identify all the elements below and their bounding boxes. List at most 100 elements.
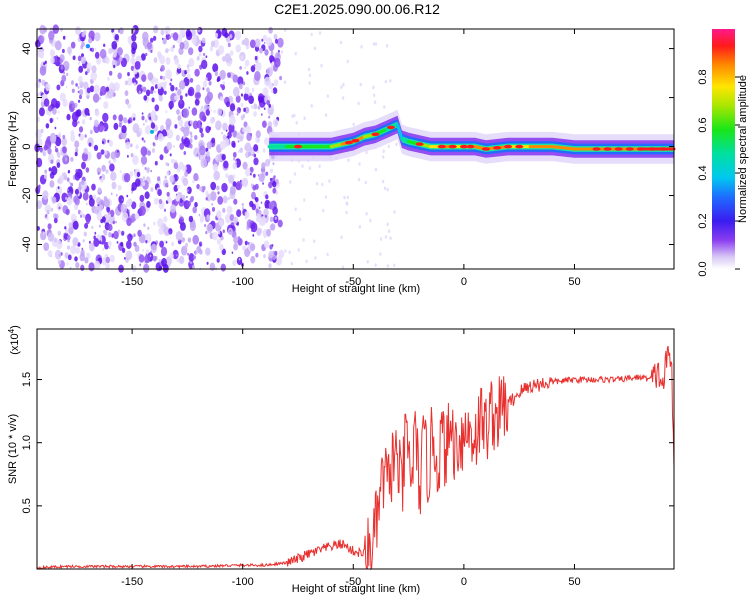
noise-speck <box>272 206 278 215</box>
noise-speck <box>237 236 241 240</box>
noise-speck <box>160 75 163 80</box>
noise-speck-faint <box>379 252 382 256</box>
noise-speck <box>270 50 274 56</box>
noise-speck <box>186 30 193 41</box>
y-tick-label: 1.5 <box>21 372 33 387</box>
noise-speck <box>75 26 82 36</box>
noise-speck-faint <box>365 212 368 216</box>
noise-speck-faint <box>328 179 331 183</box>
noise-speck <box>86 218 90 225</box>
noise-speck <box>259 216 267 227</box>
noise-speck <box>253 157 259 166</box>
noise-speck <box>182 164 187 172</box>
noise-speck <box>88 240 91 244</box>
noise-speck <box>192 234 199 245</box>
noise-speck <box>245 125 251 135</box>
noise-speck-faint <box>372 93 376 98</box>
noise-speck <box>169 175 175 183</box>
noise-speck <box>206 223 213 234</box>
noise-speck <box>48 167 52 172</box>
noise-speck <box>131 191 133 194</box>
noise-speck <box>37 185 41 191</box>
noise-speck <box>202 185 206 191</box>
noise-speck <box>57 259 62 265</box>
noise-speck-faint <box>291 114 294 119</box>
noise-speck <box>157 218 164 228</box>
noise-speck <box>205 125 211 134</box>
noise-speck <box>211 207 216 212</box>
noise-speck <box>80 56 87 64</box>
noise-speck <box>220 263 226 272</box>
noise-speck <box>241 204 245 208</box>
noise-speck <box>127 233 133 242</box>
noise-speck <box>67 188 70 192</box>
noise-speck <box>192 180 195 184</box>
noise-speck <box>159 55 166 65</box>
noise-speck <box>244 211 250 219</box>
noise-speck <box>198 52 202 57</box>
noise-speck <box>262 148 266 153</box>
noise-speck <box>244 240 248 246</box>
noise-speck <box>96 57 102 65</box>
noise-speck <box>238 83 243 90</box>
noise-speck-faint <box>346 59 349 64</box>
spectrogram-x-axis-label: Height of straight line (km) <box>292 283 420 295</box>
noise-speck-faint <box>313 239 316 244</box>
noise-speck-faint <box>341 265 345 270</box>
noise-speck <box>88 37 93 44</box>
noise-speck <box>251 150 254 155</box>
noise-speck <box>127 77 133 86</box>
noise-speck <box>60 65 64 70</box>
noise-speck <box>229 229 232 233</box>
noise-speck <box>196 56 200 61</box>
noise-speck <box>143 123 145 126</box>
noise-speck <box>208 81 212 86</box>
noise-speck <box>124 90 129 97</box>
noise-speck <box>254 71 261 81</box>
noise-speck <box>216 78 220 83</box>
noise-speck <box>176 67 182 74</box>
noise-speck <box>99 96 102 100</box>
noise-speck <box>54 126 57 130</box>
noise-speck <box>94 231 97 235</box>
noise-speck <box>244 86 250 95</box>
noise-speck <box>92 93 100 103</box>
noise-speck <box>179 42 185 50</box>
noise-speck <box>201 59 208 70</box>
noise-speck <box>204 95 211 105</box>
noise-speck <box>232 142 236 148</box>
noise-speck <box>40 148 43 153</box>
noise-speck <box>118 122 122 128</box>
noise-speck <box>90 129 92 132</box>
noise-speck <box>165 57 171 65</box>
noise-speck <box>264 158 271 167</box>
noise-speck <box>235 44 241 53</box>
noise-speck <box>266 99 271 106</box>
noise-speck <box>89 47 92 52</box>
noise-speck <box>99 48 107 59</box>
noise-speck <box>167 196 172 203</box>
noise-speck <box>169 252 174 260</box>
noise-speck <box>148 180 152 184</box>
noise-speck <box>186 67 191 74</box>
snr-frame <box>36 328 675 570</box>
noise-speck <box>169 230 172 235</box>
noise-speck <box>81 152 88 162</box>
noise-speck-faint <box>345 201 348 205</box>
noise-speck <box>277 49 280 53</box>
noise-speck <box>76 109 82 117</box>
noise-speck <box>231 251 234 254</box>
colorbar-gradient <box>712 29 735 269</box>
noise-speck <box>154 160 158 166</box>
noise-speck <box>249 200 254 208</box>
colorbar-ticks: 0.0 0.2 0.4 0.6 0.8 <box>697 69 740 277</box>
noise-speck <box>90 71 98 81</box>
noise-speck <box>151 97 155 103</box>
noise-speck <box>232 181 237 188</box>
noise-speck-faint <box>383 105 386 109</box>
noise-speck <box>201 37 206 44</box>
noise-speck-faint <box>305 259 308 264</box>
noise-speck <box>198 186 202 191</box>
noise-speck <box>58 206 61 210</box>
noise-speck-faint <box>387 229 391 233</box>
